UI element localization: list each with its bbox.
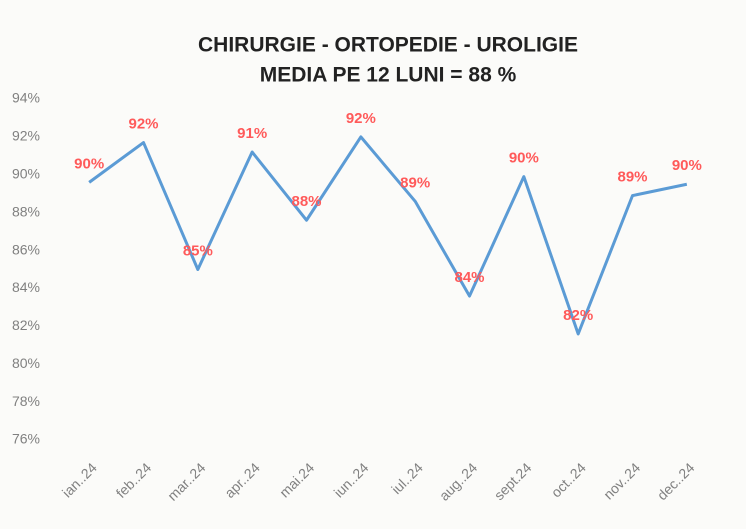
y-tick-label: 92% [12, 128, 40, 144]
data-label: 92% [128, 116, 158, 133]
data-label: 85% [183, 242, 213, 259]
y-tick-label: 94% [12, 90, 40, 106]
chart-subtitle: MEDIA PE 12 LUNI = 88 % [260, 64, 517, 87]
data-label: 89% [617, 169, 647, 186]
y-tick-label: 82% [12, 317, 40, 333]
data-label: 89% [400, 174, 430, 191]
data-label: 91% [237, 125, 267, 142]
chart-title: CHIRURGIE - ORTOPEDIE - UROLIGIE [198, 34, 578, 57]
y-tick-label: 88% [12, 203, 40, 219]
y-tick-label: 80% [12, 355, 40, 371]
data-label: 90% [509, 150, 539, 167]
line [88, 135, 688, 336]
y-tick-label: 86% [12, 241, 40, 257]
data-label: 88% [291, 193, 321, 210]
data-label: 82% [563, 307, 593, 324]
data-label: 90% [672, 157, 702, 174]
data-label: 92% [346, 110, 376, 127]
y-tick-label: 84% [12, 279, 40, 295]
y-tick-label: 76% [12, 431, 40, 447]
data-label: 90% [74, 155, 104, 172]
data-label: 84% [454, 269, 484, 286]
y-tick-label: 78% [12, 393, 40, 409]
y-tick-label: 90% [12, 165, 40, 181]
